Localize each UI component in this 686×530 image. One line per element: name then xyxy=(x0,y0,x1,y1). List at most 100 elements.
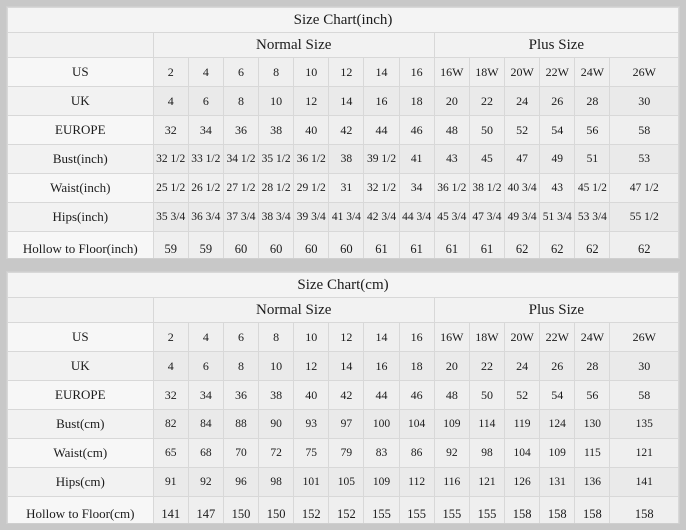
table-body-inch: Size Chart(inch) Normal Size Plus Size U… xyxy=(7,7,679,258)
cell: 44 3/4 xyxy=(398,202,435,232)
cell: 90 xyxy=(258,409,295,439)
cell: 26 xyxy=(539,351,576,381)
cell: 22 xyxy=(468,86,506,116)
cell: 20 xyxy=(433,86,470,116)
cell: 34 xyxy=(187,380,224,410)
cell: 45 3/4 xyxy=(433,202,470,232)
cell: 50 xyxy=(468,115,506,145)
table-row-waist: Waist(cm) 65 68 70 72 75 79 83 86 92 98 … xyxy=(7,438,679,468)
cell: 109 xyxy=(539,438,576,468)
cell: 34 1/2 xyxy=(222,144,260,174)
cell: 155 xyxy=(363,496,400,523)
cell: 104 xyxy=(398,409,435,439)
cell: 109 xyxy=(433,409,470,439)
size-table-cm: Size Chart(cm) Normal Size Plus Size US … xyxy=(7,272,679,523)
chart-title: Size Chart(cm) xyxy=(7,272,679,298)
cell: 54 xyxy=(539,380,576,410)
cell: 26 xyxy=(539,86,576,116)
cell: 16W xyxy=(433,322,470,352)
cell: 62 xyxy=(539,231,576,258)
table-row-bust: Bust(cm) 82 84 88 90 93 97 100 104 109 1… xyxy=(7,409,679,439)
cell: 48 xyxy=(433,380,470,410)
cell: 62 xyxy=(609,231,679,258)
cell: 155 xyxy=(398,496,435,523)
cell: 43 xyxy=(433,144,470,174)
cell: 59 xyxy=(152,231,189,258)
cell: 39 3/4 xyxy=(293,202,330,232)
cell: 32 xyxy=(152,115,189,145)
cell: 24 xyxy=(504,351,541,381)
row-label-hollow-to-floor: Hollow to Floor(cm) xyxy=(7,496,154,523)
cell: 8 xyxy=(258,322,295,352)
cell: 141 xyxy=(152,496,189,523)
cell: 58 xyxy=(609,380,679,410)
row-label-bust: Bust(inch) xyxy=(7,144,154,174)
table-row-europe: EUROPE 32 34 36 38 40 42 44 46 48 50 52 … xyxy=(7,115,679,145)
cell: 14 xyxy=(328,351,365,381)
row-label-europe: EUROPE xyxy=(7,115,154,145)
cell: 22 xyxy=(468,351,506,381)
cell: 12 xyxy=(328,322,365,352)
cell: 56 xyxy=(574,115,611,145)
row-label-hips: Hips(cm) xyxy=(7,467,154,497)
group-header-spacer xyxy=(7,297,154,323)
cell: 24W xyxy=(574,322,611,352)
cell: 51 xyxy=(574,144,611,174)
cell: 98 xyxy=(468,438,506,468)
cell: 25 1/2 xyxy=(152,173,189,203)
cell: 8 xyxy=(222,351,260,381)
table-row-waist: Waist(inch) 25 1/2 26 1/2 27 1/2 28 1/2 … xyxy=(7,173,679,203)
cell: 158 xyxy=(574,496,611,523)
cell: 2 xyxy=(152,322,189,352)
row-label-us: US xyxy=(7,322,154,352)
cell: 75 xyxy=(293,438,330,468)
cell: 50 xyxy=(468,380,506,410)
table-row-us: US 2 4 6 8 10 12 14 16 16W 18W 20W 22W 2… xyxy=(7,322,679,352)
cell: 135 xyxy=(609,409,679,439)
cell: 158 xyxy=(609,496,679,523)
table-body-cm: Size Chart(cm) Normal Size Plus Size US … xyxy=(7,272,679,523)
row-label-waist: Waist(inch) xyxy=(7,173,154,203)
cell: 36 xyxy=(222,115,260,145)
group-header-plus-size: Plus Size xyxy=(433,297,679,323)
cell: 38 3/4 xyxy=(258,202,295,232)
cell: 141 xyxy=(609,467,679,497)
cell: 36 xyxy=(222,380,260,410)
cell: 42 xyxy=(328,380,365,410)
cell: 86 xyxy=(398,438,435,468)
cell: 10 xyxy=(293,322,330,352)
cell: 115 xyxy=(574,438,611,468)
cell: 36 1/2 xyxy=(433,173,470,203)
title-row: Size Chart(cm) xyxy=(7,272,679,298)
group-header-spacer xyxy=(7,32,154,58)
cell: 18W xyxy=(468,57,506,87)
cell: 24 xyxy=(504,86,541,116)
cell: 41 3/4 xyxy=(328,202,365,232)
cell: 84 xyxy=(187,409,224,439)
cell: 53 xyxy=(609,144,679,174)
cell: 61 xyxy=(468,231,506,258)
cell: 20 xyxy=(433,351,470,381)
cell: 16 xyxy=(363,86,400,116)
row-label-uk: UK xyxy=(7,86,154,116)
cell: 18W xyxy=(468,322,506,352)
cell: 109 xyxy=(363,467,400,497)
row-label-hollow-to-floor: Hollow to Floor(inch) xyxy=(7,231,154,258)
cell: 92 xyxy=(187,467,224,497)
cell: 42 xyxy=(328,115,365,145)
group-header-row: Normal Size Plus Size xyxy=(7,297,679,323)
cell: 52 xyxy=(504,115,541,145)
cell: 47 1/2 xyxy=(609,173,679,203)
cell: 32 xyxy=(152,380,189,410)
size-chart-cm: Size Chart(cm) Normal Size Plus Size US … xyxy=(6,271,680,524)
cell: 14 xyxy=(328,86,365,116)
cell: 18 xyxy=(398,86,435,116)
table-row-hollow-to-floor: Hollow to Floor(cm) 141 147 150 150 152 … xyxy=(7,496,679,523)
row-label-us: US xyxy=(7,57,154,87)
cell: 44 xyxy=(363,380,400,410)
cell: 60 xyxy=(293,231,330,258)
cell: 45 1/2 xyxy=(574,173,611,203)
cell: 147 xyxy=(187,496,224,523)
cell: 116 xyxy=(433,467,470,497)
cell: 152 xyxy=(293,496,330,523)
